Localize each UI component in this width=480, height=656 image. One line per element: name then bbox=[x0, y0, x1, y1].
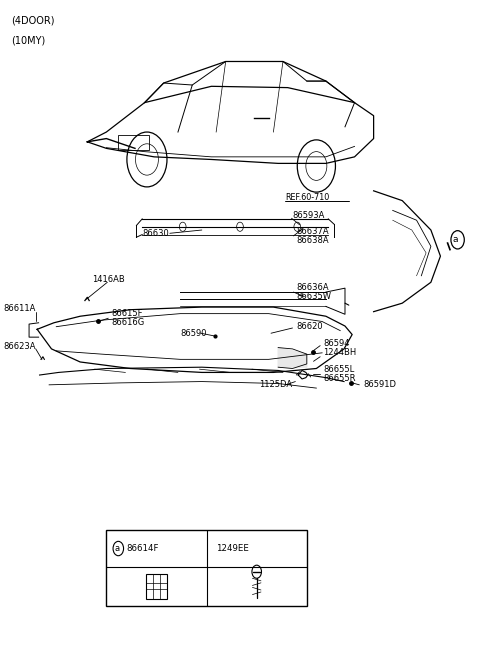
Text: REF.60-710: REF.60-710 bbox=[285, 193, 330, 202]
Text: (4DOOR): (4DOOR) bbox=[11, 16, 54, 26]
Text: 86635W: 86635W bbox=[296, 292, 331, 301]
Text: 86591D: 86591D bbox=[363, 380, 396, 389]
Bar bbox=[118, 135, 149, 150]
Text: 86620: 86620 bbox=[296, 321, 323, 331]
Text: 86655R: 86655R bbox=[324, 374, 356, 383]
Text: 1249EE: 1249EE bbox=[216, 544, 249, 553]
Bar bbox=[146, 575, 167, 599]
Text: a: a bbox=[453, 236, 458, 244]
Text: 86630: 86630 bbox=[142, 229, 169, 237]
Text: 86594: 86594 bbox=[324, 338, 350, 348]
Text: 1125DA: 1125DA bbox=[259, 380, 292, 389]
Text: 1244BH: 1244BH bbox=[324, 348, 357, 358]
Bar bbox=[107, 531, 307, 605]
Polygon shape bbox=[278, 348, 307, 367]
Text: 86636A: 86636A bbox=[296, 283, 329, 292]
Text: 86593A: 86593A bbox=[292, 211, 325, 220]
Text: 86638A: 86638A bbox=[296, 236, 329, 245]
Text: 86616G: 86616G bbox=[111, 318, 144, 327]
Text: 86614F: 86614F bbox=[126, 544, 159, 553]
Text: a: a bbox=[114, 544, 120, 553]
Text: 86623A: 86623A bbox=[4, 342, 36, 351]
Text: 86611A: 86611A bbox=[4, 304, 36, 313]
Text: 86590: 86590 bbox=[180, 329, 207, 338]
Text: 86655L: 86655L bbox=[324, 365, 355, 374]
Text: 86615F: 86615F bbox=[111, 309, 143, 318]
Text: 1416AB: 1416AB bbox=[92, 275, 125, 284]
Text: 86637A: 86637A bbox=[296, 227, 329, 236]
Text: (10MY): (10MY) bbox=[11, 35, 45, 45]
